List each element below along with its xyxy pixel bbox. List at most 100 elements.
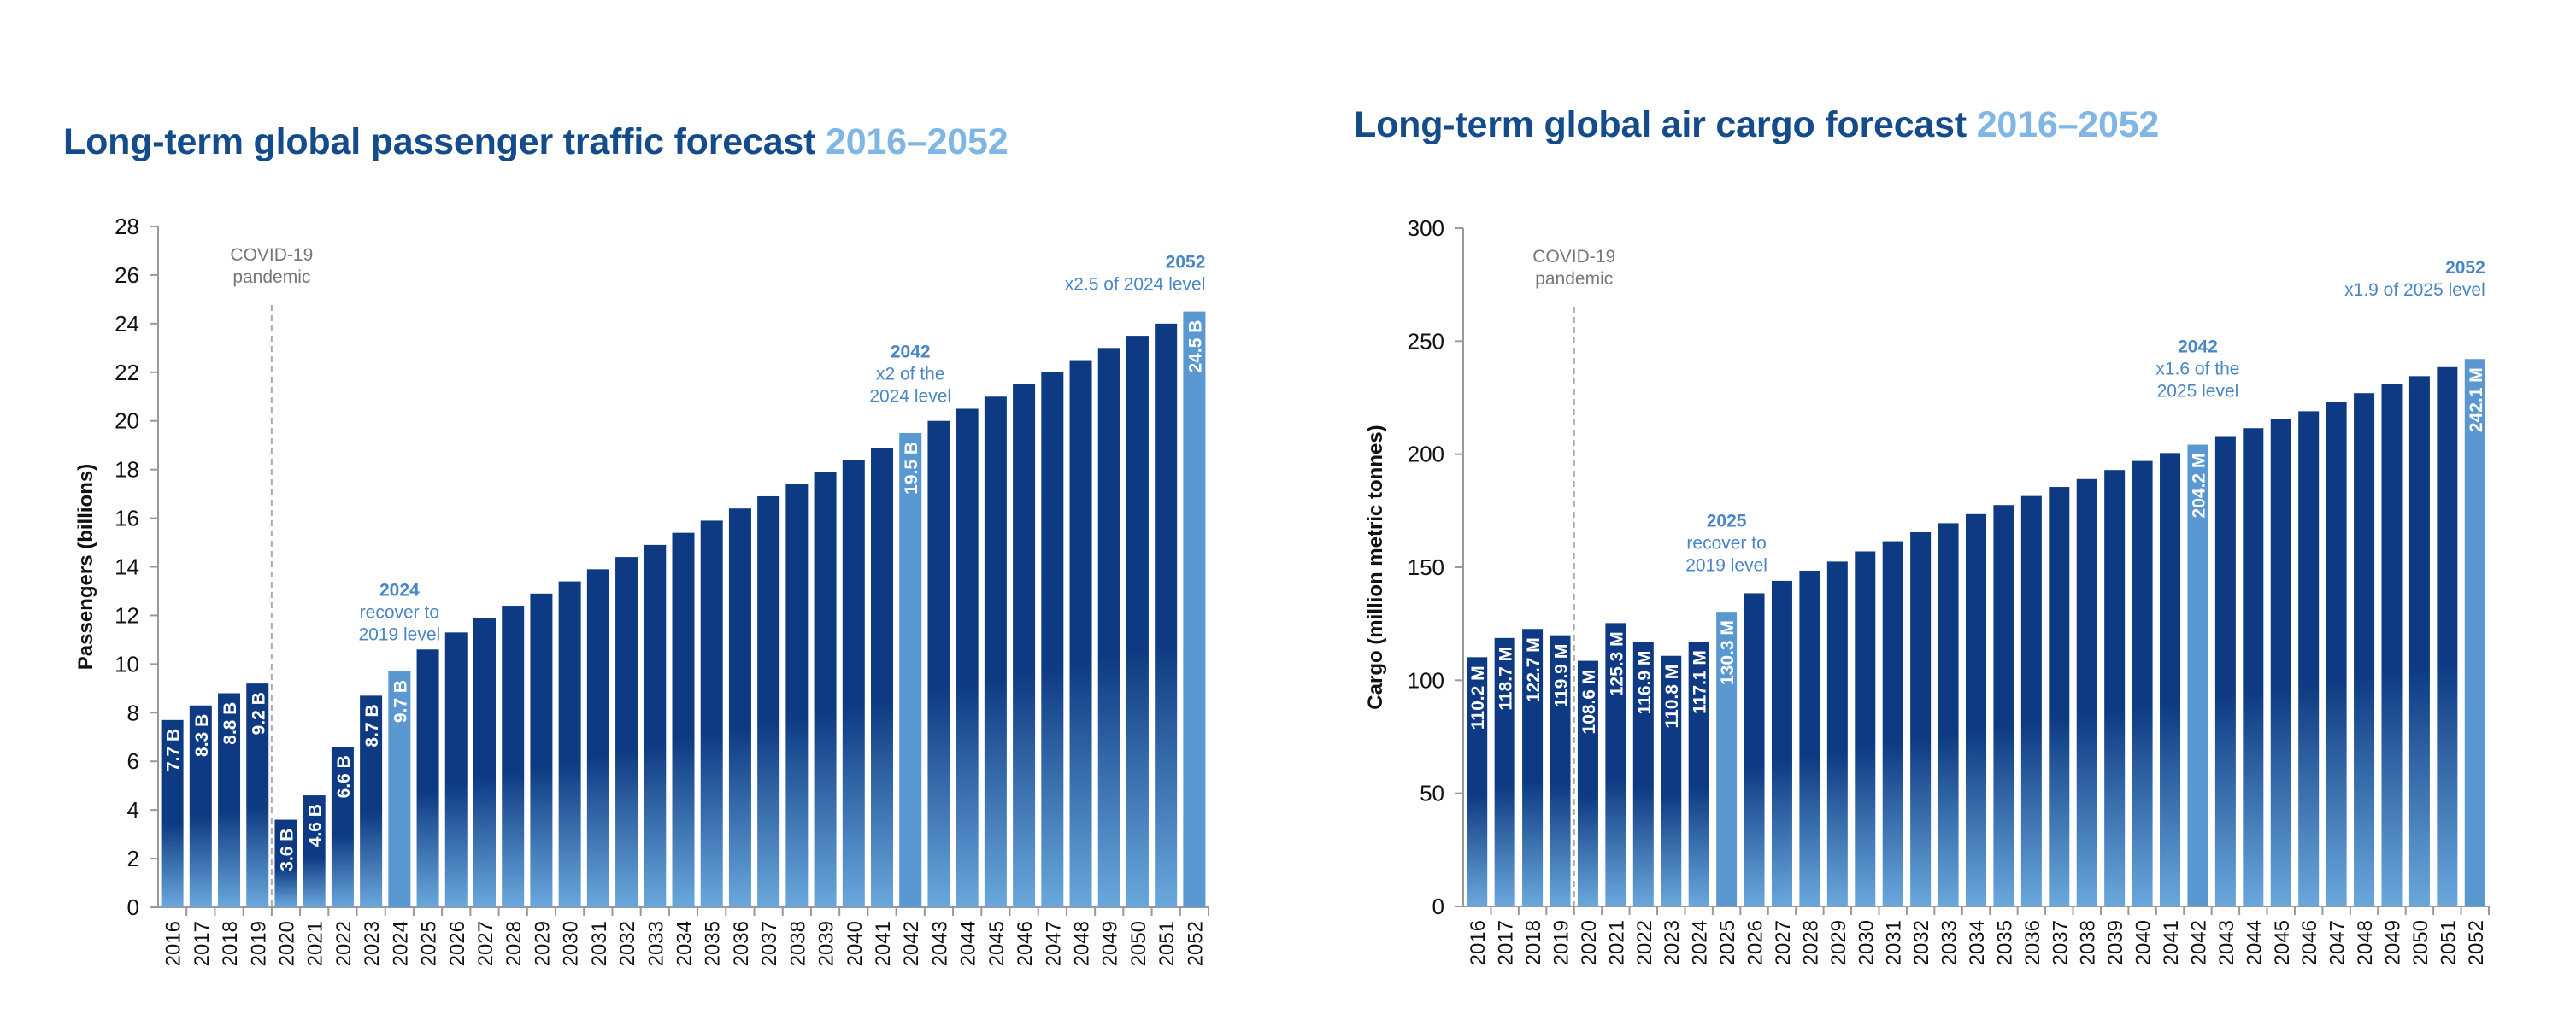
cargo-bar-2046 — [2298, 411, 2320, 906]
passenger-annotation-2052-title: 2052 — [1166, 252, 1206, 272]
passenger-value-label-2019: 9.2 B — [249, 692, 268, 735]
passenger-x-tick-label-2026: 2026 — [446, 921, 469, 966]
cargo-value-label-2022: 116.9 M — [1635, 651, 1655, 715]
cargo-value-label-2025: 130.3 M — [1718, 620, 1738, 685]
passenger-x-tick-label-2031: 2031 — [588, 921, 611, 966]
cargo-bar-2051 — [2437, 366, 2458, 906]
cargo-bar-2022 — [1632, 642, 1654, 906]
cargo-x-tick-label-2026: 2026 — [1744, 920, 1767, 965]
cargo-bar-2041 — [2160, 453, 2181, 906]
cargo-x-tick-label-2021: 2021 — [1605, 920, 1628, 965]
passenger-chart-title: Long-term global passenger traffic forec… — [63, 121, 1009, 163]
cargo-x-tick-label-2019: 2019 — [1550, 920, 1573, 965]
passenger-bar-2033 — [644, 544, 667, 907]
passenger-covid-label: COVID-19 — [230, 245, 313, 265]
cargo-value-label-2052: 242.1 M — [2467, 367, 2486, 432]
passenger-bar-2034 — [672, 532, 695, 907]
cargo-bar-2017 — [1494, 637, 1515, 906]
cargo-x-tick-label-2049: 2049 — [2381, 920, 2404, 965]
passenger-x-tick-label-2016: 2016 — [162, 921, 185, 966]
cargo-x-tick-label-2042: 2042 — [2187, 920, 2210, 965]
cargo-bar-2023 — [1661, 655, 1682, 906]
passenger-bar-2025 — [416, 649, 439, 907]
passenger-bar-2052 — [1183, 311, 1206, 907]
cargo-annotation-2042-text: 2025 level — [2157, 382, 2239, 402]
passenger-y-tick-label: 6 — [127, 748, 139, 774]
cargo-x-tick-label-2016: 2016 — [1467, 920, 1490, 965]
cargo-bar-2048 — [2354, 393, 2375, 906]
cargo-x-tick-label-2035: 2035 — [1993, 920, 2016, 965]
passenger-bar-2050 — [1126, 336, 1149, 907]
passenger-x-tick-label-2037: 2037 — [758, 921, 781, 966]
passenger-annotation-2024-text: recover to — [360, 603, 439, 623]
cargo-bar-2034 — [1966, 513, 1986, 906]
passenger-x-tick-label-2044: 2044 — [957, 921, 980, 966]
passenger-bar-2019 — [246, 683, 269, 907]
cargo-x-tick-label-2028: 2028 — [1799, 920, 1822, 965]
cargo-y-tick-label: 250 — [1408, 328, 1444, 354]
passenger-bar-2029 — [530, 593, 553, 907]
passenger-x-tick-label-2022: 2022 — [332, 921, 356, 966]
cargo-plot: 0 50 100 150 200 250 300 Cargo (million metric … — [1364, 215, 2490, 965]
cargo-bar-2052 — [2464, 359, 2485, 906]
cargo-x-tick-label-2024: 2024 — [1689, 920, 1712, 965]
cargo-x-tick-label-2039: 2039 — [2104, 920, 2127, 965]
cargo-x-tick-label-2027: 2027 — [1772, 920, 1795, 965]
passenger-x-tick-label-2020: 2020 — [275, 921, 298, 966]
cargo-bar-2028 — [1799, 570, 1820, 906]
passenger-y-tick-label: 16 — [115, 506, 139, 531]
cargo-value-label-2017: 118.7 M — [1497, 647, 1516, 711]
cargo-x-tick-label-2033: 2033 — [1938, 920, 1961, 965]
passenger-bar-2041 — [871, 448, 894, 907]
cargo-covid-label: COVID-19 — [1532, 247, 1615, 267]
passenger-x-tick-label-2039: 2039 — [815, 921, 838, 966]
passenger-bar-2017 — [189, 705, 212, 907]
cargo-bar-2039 — [2104, 470, 2126, 906]
cargo-value-label-2023: 110.8 M — [1662, 665, 1682, 729]
cargo-bar-2042 — [2187, 444, 2208, 906]
cargo-x-tick-label-2045: 2045 — [2271, 920, 2294, 965]
passenger-x-tick-label-2029: 2029 — [531, 921, 554, 966]
passenger-y-tick-label: 4 — [127, 797, 139, 823]
passenger-bar-2047 — [1041, 372, 1064, 907]
cargo-bar-2025 — [1716, 612, 1738, 906]
passenger-bar-2043 — [927, 420, 950, 907]
passenger-bar-2028 — [502, 606, 525, 907]
passenger-y-tick-label: 18 — [115, 457, 139, 483]
cargo-y-axis-title: Cargo (million metric tonnes) — [1364, 425, 1387, 709]
cargo-bar-2040 — [2132, 460, 2153, 906]
cargo-value-label-2019: 119.9 M — [1552, 644, 1572, 708]
cargo-x-tick-label-2041: 2041 — [2160, 920, 2183, 965]
cargo-annotation-2025-text: recover to — [1686, 533, 1766, 553]
passenger-x-tick-label-2019: 2019 — [247, 921, 270, 966]
cargo-value-label-2020: 108.6 M — [1579, 670, 1599, 735]
passenger-x-tick-label-2033: 2033 — [644, 921, 668, 966]
cargo-bar-2032 — [1910, 531, 1932, 906]
cargo-bar-2033 — [1938, 523, 1959, 906]
cargo-x-tick-label-2030: 2030 — [1855, 920, 1878, 965]
passenger-x-tick-label-2024: 2024 — [389, 921, 412, 966]
cargo-bar-2027 — [1771, 580, 1792, 906]
cargo-x-tick-label-2037: 2037 — [2049, 920, 2072, 965]
cargo-title-years: 2016–2052 — [1976, 104, 2160, 145]
cargo-x-tick-label-2046: 2046 — [2298, 920, 2321, 965]
passenger-x-tick-label-2036: 2036 — [730, 921, 753, 966]
cargo-y-tick-label: 50 — [1420, 781, 1444, 806]
passenger-value-label-2020: 3.6 B — [277, 829, 297, 871]
passenger-bar-2038 — [785, 484, 809, 907]
cargo-bar-2026 — [1744, 593, 1765, 906]
cargo-x-tick-label-2025: 2025 — [1716, 920, 1739, 965]
passenger-y-tick-label: 0 — [127, 894, 139, 920]
cargo-x-tick-label-2052: 2052 — [2465, 920, 2488, 965]
passenger-title-years: 2016–2052 — [826, 121, 1009, 162]
passenger-bar-2024 — [388, 671, 411, 907]
passenger-x-tick-label-2035: 2035 — [702, 921, 725, 966]
cargo-title-main: Long-term global air cargo forecast — [1354, 104, 1977, 145]
passenger-value-label-2017: 8.3 B — [192, 714, 212, 757]
cargo-x-tick-label-2022: 2022 — [1633, 920, 1656, 965]
cargo-covid-label: pandemic — [1535, 269, 1613, 289]
cargo-annotation-2025-text: 2019 level — [1685, 555, 1767, 575]
cargo-annotation-2042-text: x1.6 of the — [2155, 360, 2239, 379]
